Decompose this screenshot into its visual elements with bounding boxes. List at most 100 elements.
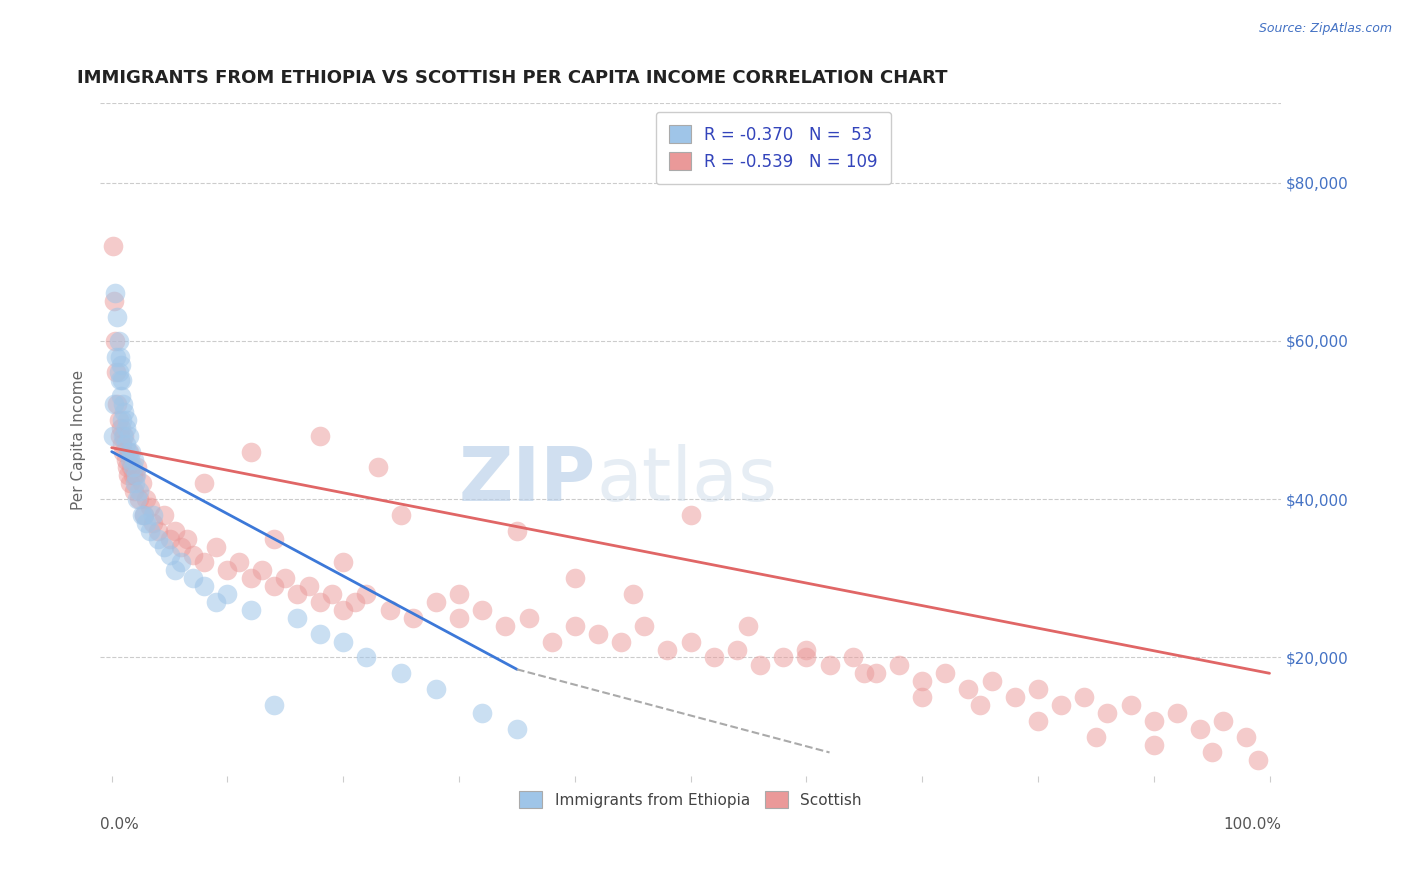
Point (193, 476, 215, 491)
Point (170, 556, 193, 570)
Point (263, 532, 285, 546)
Point (153, 540, 176, 554)
Point (1189, 722, 1212, 736)
Point (117, 444, 139, 458)
Point (114, 405, 136, 419)
Point (121, 460, 143, 475)
Point (447, 611, 470, 625)
Point (153, 508, 176, 522)
Point (176, 532, 198, 546)
Point (107, 366, 129, 380)
Point (911, 690, 934, 704)
Text: ZIP: ZIP (458, 443, 596, 516)
Point (111, 373, 134, 387)
Point (112, 397, 135, 411)
Point (127, 460, 149, 475)
Point (309, 595, 332, 609)
Point (193, 556, 215, 570)
Point (107, 413, 129, 427)
Point (114, 429, 136, 443)
Point (115, 460, 138, 475)
Point (725, 642, 748, 657)
Point (120, 444, 142, 458)
Point (969, 698, 991, 712)
Point (105, 350, 128, 364)
Point (122, 452, 145, 467)
Point (818, 658, 841, 673)
Point (252, 563, 274, 577)
Point (217, 587, 239, 601)
Point (101, 239, 124, 253)
Point (239, 571, 262, 585)
Point (105, 366, 128, 380)
Point (321, 587, 343, 601)
Point (205, 595, 228, 609)
Point (127, 492, 149, 507)
Point (749, 658, 772, 673)
Point (367, 460, 389, 475)
Point (165, 563, 187, 577)
Point (494, 619, 516, 633)
Legend: Immigrants from Ethiopia, Scottish: Immigrants from Ethiopia, Scottish (512, 784, 869, 815)
Point (887, 658, 910, 673)
Point (114, 452, 136, 467)
Point (679, 508, 702, 522)
Point (239, 603, 262, 617)
Point (633, 619, 655, 633)
Point (425, 682, 447, 697)
Point (1097, 706, 1119, 720)
Point (657, 642, 679, 657)
Point (101, 429, 124, 443)
Point (139, 524, 162, 538)
Text: IMMIGRANTS FROM ETHIOPIA VS SCOTTISH PER CAPITA INCOME CORRELATION CHART: IMMIGRANTS FROM ETHIOPIA VS SCOTTISH PER… (76, 69, 948, 87)
Point (389, 508, 412, 522)
Point (564, 619, 586, 633)
Point (181, 548, 204, 562)
Point (285, 611, 308, 625)
Point (540, 634, 562, 648)
Point (146, 532, 169, 546)
Point (135, 492, 157, 507)
Point (193, 579, 215, 593)
Point (124, 476, 146, 491)
Point (1004, 690, 1026, 704)
Point (181, 571, 204, 585)
Point (378, 603, 401, 617)
Point (1073, 690, 1095, 704)
Point (110, 358, 132, 372)
Point (1247, 753, 1270, 767)
Point (865, 666, 887, 681)
Point (111, 436, 134, 450)
Point (135, 516, 157, 530)
Point (124, 468, 146, 483)
Point (356, 650, 378, 665)
Point (107, 310, 129, 324)
Point (122, 484, 145, 499)
Point (114, 421, 136, 435)
Point (103, 294, 125, 309)
Point (159, 532, 181, 546)
Point (841, 650, 863, 665)
Point (170, 540, 193, 554)
Point (285, 587, 308, 601)
Point (239, 444, 262, 458)
Point (980, 674, 1002, 689)
Point (564, 571, 586, 585)
Point (1212, 714, 1234, 728)
Point (263, 579, 285, 593)
Point (142, 516, 165, 530)
Point (128, 492, 150, 507)
Point (1234, 730, 1257, 744)
Point (274, 571, 297, 585)
Point (506, 524, 529, 538)
Point (131, 476, 153, 491)
Point (471, 706, 494, 720)
Point (121, 468, 143, 483)
Point (107, 397, 129, 411)
Point (471, 603, 494, 617)
Point (796, 650, 818, 665)
Point (110, 421, 132, 435)
Point (114, 436, 136, 450)
Point (853, 666, 876, 681)
Point (934, 666, 956, 681)
